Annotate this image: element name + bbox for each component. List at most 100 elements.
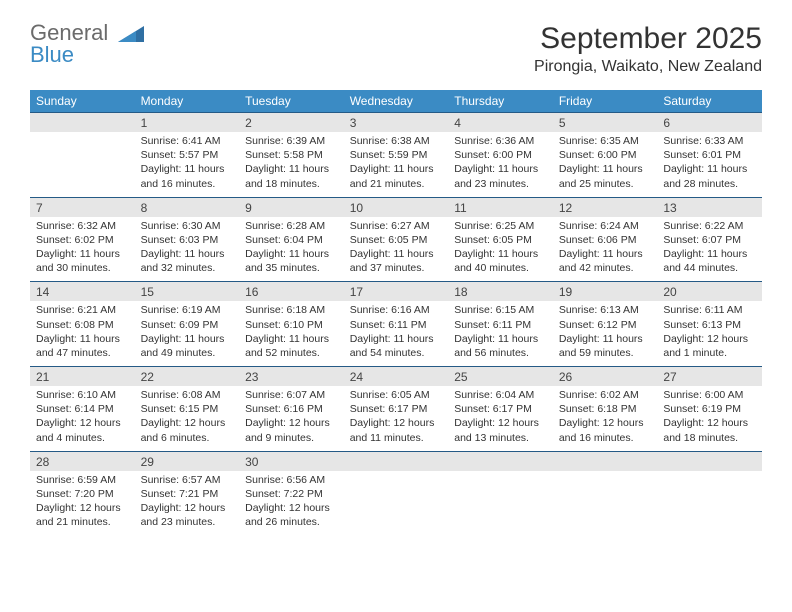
- sunrise-line: Sunrise: 6:28 AM: [245, 219, 338, 233]
- day-cell: [657, 451, 762, 536]
- day-content: Sunrise: 6:10 AMSunset: 6:14 PMDaylight:…: [30, 386, 135, 451]
- day-number: 8: [135, 197, 240, 217]
- daylight-line: Daylight: 11 hours and 16 minutes.: [141, 162, 234, 190]
- day-number: [448, 451, 553, 471]
- day-number: 10: [344, 197, 449, 217]
- daylight-line: Daylight: 12 hours and 11 minutes.: [350, 416, 443, 444]
- day-content: Sunrise: 6:36 AMSunset: 6:00 PMDaylight:…: [448, 132, 553, 197]
- day-number: 26: [553, 366, 658, 386]
- sunset-line: Sunset: 6:04 PM: [245, 233, 338, 247]
- day-cell: 30Sunrise: 6:56 AMSunset: 7:22 PMDayligh…: [239, 451, 344, 536]
- sunset-line: Sunset: 6:11 PM: [350, 318, 443, 332]
- sunrise-line: Sunrise: 6:00 AM: [663, 388, 756, 402]
- daylight-line: Daylight: 12 hours and 16 minutes.: [559, 416, 652, 444]
- sunrise-line: Sunrise: 6:33 AM: [663, 134, 756, 148]
- daylight-line: Daylight: 12 hours and 21 minutes.: [36, 501, 129, 529]
- location: Pirongia, Waikato, New Zealand: [534, 58, 762, 76]
- sunrise-line: Sunrise: 6:32 AM: [36, 219, 129, 233]
- day-number: [553, 451, 658, 471]
- day-number: 7: [30, 197, 135, 217]
- sunset-line: Sunset: 5:59 PM: [350, 148, 443, 162]
- day-cell: 29Sunrise: 6:57 AMSunset: 7:21 PMDayligh…: [135, 451, 240, 536]
- title-block: September 2025 Pirongia, Waikato, New Ze…: [534, 22, 762, 76]
- daylight-line: Daylight: 11 hours and 21 minutes.: [350, 162, 443, 190]
- day-content: Sunrise: 6:30 AMSunset: 6:03 PMDaylight:…: [135, 217, 240, 282]
- day-number: 15: [135, 281, 240, 301]
- day-cell: 8Sunrise: 6:30 AMSunset: 6:03 PMDaylight…: [135, 197, 240, 282]
- day-cell: 14Sunrise: 6:21 AMSunset: 6:08 PMDayligh…: [30, 281, 135, 366]
- sunset-line: Sunset: 6:05 PM: [454, 233, 547, 247]
- day-cell: 9Sunrise: 6:28 AMSunset: 6:04 PMDaylight…: [239, 197, 344, 282]
- sunset-line: Sunset: 6:05 PM: [350, 233, 443, 247]
- day-number: 6: [657, 112, 762, 132]
- day-number: 20: [657, 281, 762, 301]
- day-number: 23: [239, 366, 344, 386]
- sunset-line: Sunset: 6:16 PM: [245, 402, 338, 416]
- day-number: [344, 451, 449, 471]
- day-content: Sunrise: 6:59 AMSunset: 7:20 PMDaylight:…: [30, 471, 135, 536]
- day-cell: 22Sunrise: 6:08 AMSunset: 6:15 PMDayligh…: [135, 366, 240, 451]
- day-header: Sunday: [30, 90, 135, 112]
- day-content: Sunrise: 6:27 AMSunset: 6:05 PMDaylight:…: [344, 217, 449, 282]
- sunset-line: Sunset: 7:21 PM: [141, 487, 234, 501]
- day-content: Sunrise: 6:16 AMSunset: 6:11 PMDaylight:…: [344, 301, 449, 366]
- day-cell: [344, 451, 449, 536]
- day-header: Saturday: [657, 90, 762, 112]
- day-cell: 24Sunrise: 6:05 AMSunset: 6:17 PMDayligh…: [344, 366, 449, 451]
- day-cell: 16Sunrise: 6:18 AMSunset: 6:10 PMDayligh…: [239, 281, 344, 366]
- sunrise-line: Sunrise: 6:25 AM: [454, 219, 547, 233]
- day-number: 21: [30, 366, 135, 386]
- sunset-line: Sunset: 6:02 PM: [36, 233, 129, 247]
- day-number: [657, 451, 762, 471]
- sunset-line: Sunset: 7:22 PM: [245, 487, 338, 501]
- day-content: Sunrise: 6:11 AMSunset: 6:13 PMDaylight:…: [657, 301, 762, 366]
- daylight-line: Daylight: 12 hours and 6 minutes.: [141, 416, 234, 444]
- week-row: 21Sunrise: 6:10 AMSunset: 6:14 PMDayligh…: [30, 366, 762, 451]
- week-row: 7Sunrise: 6:32 AMSunset: 6:02 PMDaylight…: [30, 197, 762, 282]
- day-header: Tuesday: [239, 90, 344, 112]
- day-cell: 15Sunrise: 6:19 AMSunset: 6:09 PMDayligh…: [135, 281, 240, 366]
- daylight-line: Daylight: 11 hours and 23 minutes.: [454, 162, 547, 190]
- day-number: 27: [657, 366, 762, 386]
- week-row: 28Sunrise: 6:59 AMSunset: 7:20 PMDayligh…: [30, 451, 762, 536]
- sunrise-line: Sunrise: 6:11 AM: [663, 303, 756, 317]
- day-cell: 19Sunrise: 6:13 AMSunset: 6:12 PMDayligh…: [553, 281, 658, 366]
- day-cell: 10Sunrise: 6:27 AMSunset: 6:05 PMDayligh…: [344, 197, 449, 282]
- sunset-line: Sunset: 6:15 PM: [141, 402, 234, 416]
- sunset-line: Sunset: 6:14 PM: [36, 402, 129, 416]
- day-number: 3: [344, 112, 449, 132]
- header: General Blue September 2025 Pirongia, Wa…: [30, 22, 762, 76]
- sunset-line: Sunset: 6:01 PM: [663, 148, 756, 162]
- sunset-line: Sunset: 6:03 PM: [141, 233, 234, 247]
- day-content: Sunrise: 6:19 AMSunset: 6:09 PMDaylight:…: [135, 301, 240, 366]
- day-content: Sunrise: 6:05 AMSunset: 6:17 PMDaylight:…: [344, 386, 449, 451]
- sunrise-line: Sunrise: 6:39 AM: [245, 134, 338, 148]
- daylight-line: Daylight: 12 hours and 23 minutes.: [141, 501, 234, 529]
- daylight-line: Daylight: 12 hours and 18 minutes.: [663, 416, 756, 444]
- sunrise-line: Sunrise: 6:27 AM: [350, 219, 443, 233]
- day-cell: [30, 112, 135, 197]
- day-cell: [448, 451, 553, 536]
- logo: General Blue: [30, 22, 144, 66]
- sunrise-line: Sunrise: 6:13 AM: [559, 303, 652, 317]
- daylight-line: Daylight: 12 hours and 9 minutes.: [245, 416, 338, 444]
- sunrise-line: Sunrise: 6:36 AM: [454, 134, 547, 148]
- month-title: September 2025: [534, 22, 762, 56]
- day-number: 19: [553, 281, 658, 301]
- sunset-line: Sunset: 6:07 PM: [663, 233, 756, 247]
- sunrise-line: Sunrise: 6:56 AM: [245, 473, 338, 487]
- daylight-line: Daylight: 11 hours and 30 minutes.: [36, 247, 129, 275]
- sunrise-line: Sunrise: 6:15 AM: [454, 303, 547, 317]
- day-header: Friday: [553, 90, 658, 112]
- day-content: Sunrise: 6:22 AMSunset: 6:07 PMDaylight:…: [657, 217, 762, 282]
- day-content: Sunrise: 6:02 AMSunset: 6:18 PMDaylight:…: [553, 386, 658, 451]
- daylight-line: Daylight: 11 hours and 32 minutes.: [141, 247, 234, 275]
- sunrise-line: Sunrise: 6:24 AM: [559, 219, 652, 233]
- sunset-line: Sunset: 5:57 PM: [141, 148, 234, 162]
- day-cell: 17Sunrise: 6:16 AMSunset: 6:11 PMDayligh…: [344, 281, 449, 366]
- day-content: Sunrise: 6:24 AMSunset: 6:06 PMDaylight:…: [553, 217, 658, 282]
- day-header: Monday: [135, 90, 240, 112]
- day-content: Sunrise: 6:21 AMSunset: 6:08 PMDaylight:…: [30, 301, 135, 366]
- day-cell: 13Sunrise: 6:22 AMSunset: 6:07 PMDayligh…: [657, 197, 762, 282]
- week-row: 1Sunrise: 6:41 AMSunset: 5:57 PMDaylight…: [30, 112, 762, 197]
